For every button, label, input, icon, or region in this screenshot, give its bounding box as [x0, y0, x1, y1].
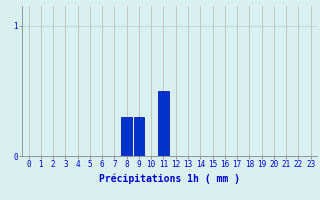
Bar: [122, 117, 132, 156]
Bar: [134, 117, 144, 156]
X-axis label: Précipitations 1h ( mm ): Précipitations 1h ( mm ): [99, 173, 240, 184]
Bar: [158, 91, 169, 156]
